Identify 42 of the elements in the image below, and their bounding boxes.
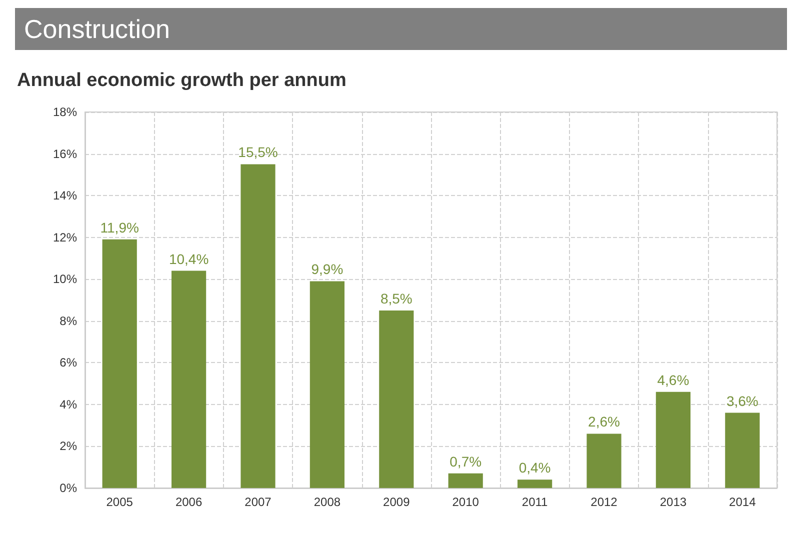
bar (518, 480, 552, 488)
bar (102, 239, 137, 488)
y-tick-label: 12% (52, 230, 78, 244)
data-label: 0,4% (518, 460, 551, 476)
x-tick-label: 2014 (729, 495, 756, 509)
y-tick-label: 16% (52, 146, 78, 161)
y-tick-label: 14% (52, 188, 78, 203)
data-label: 9,9% (311, 261, 344, 278)
data-label: 3,6% (726, 392, 758, 409)
bar (656, 392, 690, 488)
y-tick-label: 8% (60, 314, 78, 328)
y-tick-label: 18% (52, 105, 78, 119)
x-tick-label: 2007 (244, 495, 272, 509)
x-tick-label: 2008 (314, 495, 341, 509)
data-label: 4,6% (657, 372, 690, 388)
data-label: 0,7% (450, 453, 482, 470)
bar (586, 434, 622, 488)
y-tick-label: 10% (52, 272, 78, 286)
bar (310, 281, 344, 488)
data-label: 15,5% (238, 144, 278, 160)
y-tick-label: 4% (60, 397, 78, 412)
y-tick-label: 2% (60, 439, 78, 454)
x-tick-label: 2013 (660, 495, 687, 509)
x-tick-label: 2006 (175, 495, 202, 509)
chart-title: Construction (15, 8, 787, 50)
data-label: 2,6% (588, 414, 620, 430)
bar (448, 473, 483, 488)
y-tick-label: 6% (60, 356, 78, 370)
data-label: 8,5% (380, 290, 412, 306)
x-tick-label: 2009 (383, 495, 410, 509)
chart-subtitle: Annual economic growth per annum (17, 70, 348, 92)
x-tick-label: 2010 (452, 495, 480, 509)
bar (240, 164, 276, 488)
x-tick-label: 2012 (590, 495, 618, 509)
bar (379, 310, 414, 488)
x-tick-label: 2005 (106, 495, 134, 509)
y-tick-label: 0% (60, 481, 78, 495)
data-label: 11,9% (100, 219, 139, 236)
bar (172, 270, 206, 488)
data-label: 10,4% (168, 250, 209, 267)
bar (725, 412, 760, 488)
x-tick-label: 2011 (522, 495, 548, 509)
